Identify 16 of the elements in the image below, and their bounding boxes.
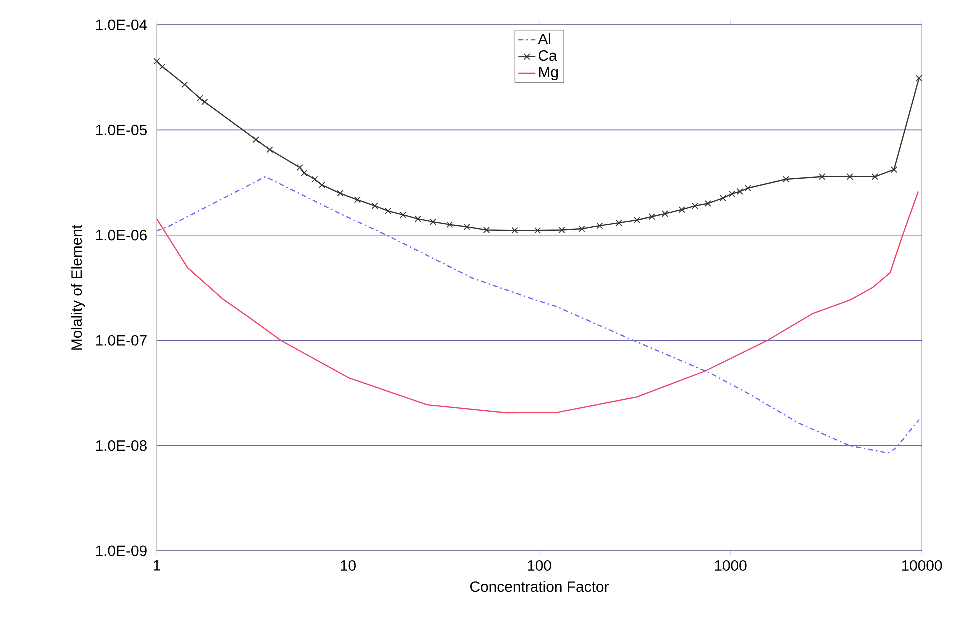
x-tick-label: 100	[528, 560, 552, 572]
y-axis-title: Molality of Element	[71, 225, 86, 350]
x-tick-label: 1	[154, 560, 160, 571]
y-tick-label: 1.0E-09	[96, 546, 147, 556]
y-tick-label: 1.0E-06	[96, 230, 147, 241]
x-tick-label: 1000	[715, 560, 747, 572]
y-tick-label: 1.0E-04	[96, 20, 148, 30]
y-tick-label: 1.0E-05	[96, 124, 147, 136]
legend-label: Ca	[538, 50, 558, 62]
y-tick-label: 1.0E-08	[96, 440, 147, 452]
legend-label: Mg	[539, 67, 558, 81]
x-axis-title: Concentration Factor	[470, 581, 609, 592]
x-tick-label: 10	[341, 560, 356, 572]
legend-label: Al	[538, 33, 551, 44]
x-tick-label: 10000	[902, 560, 942, 572]
y-tick-label: 1.0E-07	[96, 335, 147, 346]
